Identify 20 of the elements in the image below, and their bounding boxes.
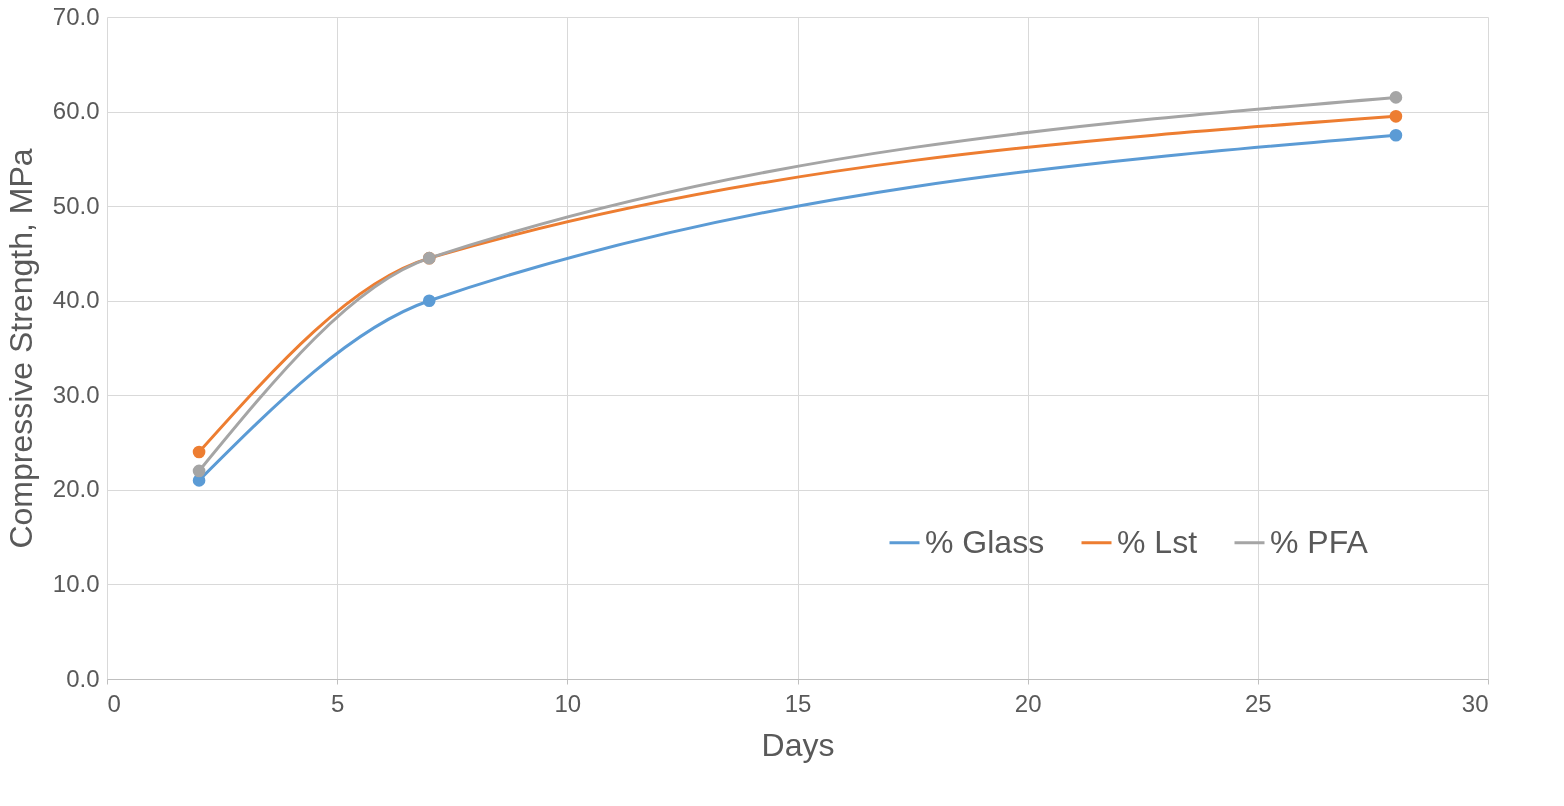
y-tick-label: 20.0: [52, 475, 100, 503]
y-tick-label: 10.0: [52, 569, 100, 597]
x-tick-label: 25: [1244, 689, 1272, 717]
x-tick-label: 10: [554, 689, 582, 717]
legend-label: % PFA: [1270, 523, 1369, 560]
x-axis-title: Days: [761, 726, 835, 763]
x-tick-label: 30: [1461, 689, 1489, 717]
y-tick-label: 40.0: [52, 286, 100, 314]
x-tick-label: 0: [107, 689, 121, 717]
x-tick-label: 5: [330, 689, 345, 717]
y-tick-label: 30.0: [52, 380, 100, 408]
x-tick-label: 15: [784, 689, 812, 717]
y-tick-label: 70.0: [52, 2, 100, 30]
y-tick-label: 0.0: [66, 664, 100, 692]
legend-label: % Lst: [1117, 523, 1198, 560]
y-tick-label: 60.0: [52, 97, 100, 125]
legend-label: % Glass: [925, 523, 1045, 560]
x-tick-label: 20: [1014, 689, 1042, 717]
y-tick-label: 50.0: [52, 191, 100, 219]
y-axis-title: Compressive Strength, MPa: [2, 148, 39, 549]
